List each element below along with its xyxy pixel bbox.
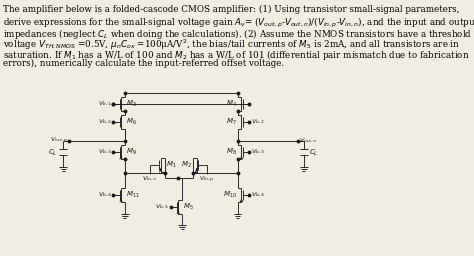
Text: $M_1$: $M_1$	[165, 160, 176, 170]
Text: $M_6$: $M_6$	[126, 117, 137, 127]
Text: $V_{b,4}$: $V_{b,4}$	[98, 190, 112, 199]
Text: $V_{b,4}$: $V_{b,4}$	[251, 190, 264, 199]
Text: $M_8$: $M_8$	[226, 147, 237, 157]
Text: voltage $V_{TH, NMOS}$ =0.5V, $\mu_n C_{ox}$ =100μA/V$^2$, the bias/tail current: voltage $V_{TH, NMOS}$ =0.5V, $\mu_n C_{…	[3, 37, 460, 52]
Text: $M_3$: $M_3$	[126, 99, 137, 109]
Text: $V_{out,n}$: $V_{out,n}$	[299, 137, 317, 145]
Text: errors), numerically calculate the input-referred offset voltage.: errors), numerically calculate the input…	[3, 59, 284, 69]
Text: $M_7$: $M_7$	[226, 117, 237, 127]
Text: $V_{b,3}$: $V_{b,3}$	[98, 148, 112, 156]
Text: $M_2$: $M_2$	[181, 160, 191, 170]
Text: $M_{11}$: $M_{11}$	[126, 189, 140, 200]
Text: derive expressions for the small-signal voltage gain $A_v$= ($V_{out,p}$-$V_{out: derive expressions for the small-signal …	[3, 16, 474, 30]
Text: impedances (neglect $C_L$ when doing the calculations). (2) Assume the NMOS tran: impedances (neglect $C_L$ when doing the…	[3, 27, 472, 40]
Text: $M_5$: $M_5$	[183, 201, 194, 212]
Text: $V_{in,n}$: $V_{in,n}$	[142, 175, 158, 183]
Text: $M_4$: $M_4$	[226, 99, 237, 109]
Text: $C_L$: $C_L$	[47, 148, 57, 158]
Text: $M_9$: $M_9$	[126, 147, 137, 157]
Text: $V_{b,5}$: $V_{b,5}$	[155, 202, 169, 211]
Text: $V_{b,2}$: $V_{b,2}$	[98, 118, 112, 126]
Text: $V_{in,p}$: $V_{in,p}$	[200, 175, 215, 185]
Text: $V_{out,p}$: $V_{out,p}$	[50, 136, 69, 146]
Text: $C_L$: $C_L$	[309, 148, 319, 158]
Text: saturation. If $M_1$ has a W/L of 100 and $M_2$ has a W/L of 101 (differential p: saturation. If $M_1$ has a W/L of 100 an…	[3, 48, 470, 62]
Text: $M_{10}$: $M_{10}$	[222, 189, 237, 200]
Text: $V_{b,3}$: $V_{b,3}$	[251, 148, 264, 156]
Text: $V_{b,1}$: $V_{b,1}$	[98, 100, 112, 108]
Text: $V_{b,2}$: $V_{b,2}$	[251, 118, 264, 126]
Text: The amplifier below is a folded-cascode CMOS amplifier: (1) Using transistor sma: The amplifier below is a folded-cascode …	[3, 5, 459, 14]
